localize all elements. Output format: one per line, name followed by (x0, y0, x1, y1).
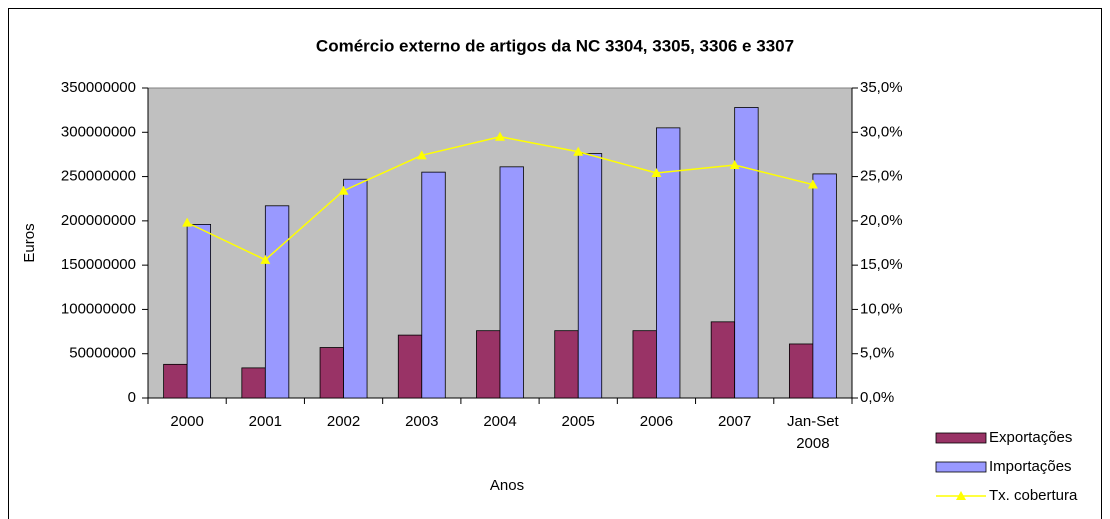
line-marker (651, 168, 662, 178)
y2-tick-label: 10,0% (860, 300, 903, 317)
bar (186, 223, 212, 399)
x-tick-label: Jan-Set 2008 (787, 413, 839, 452)
y-tick-label: 350000000 (61, 79, 136, 96)
bar (632, 330, 657, 399)
y-tick-label: 0 (128, 389, 136, 406)
y2-tick-label: 35,0% (860, 79, 903, 96)
y2-tick-label: 30,0% (860, 123, 903, 140)
bar (319, 347, 344, 399)
line-marker (416, 150, 427, 160)
y-tick-label: 300000000 (61, 123, 136, 140)
y-tick-label: 150000000 (61, 256, 136, 273)
bar (710, 321, 736, 399)
legend-swatch (935, 432, 987, 444)
bar (499, 166, 524, 399)
y2-tick-label: 15,0% (860, 256, 903, 273)
y-tick-label: 200000000 (61, 212, 136, 229)
legend-swatch (935, 461, 987, 473)
bar (788, 343, 814, 399)
x-axis-label: Anos (490, 477, 524, 494)
bar (163, 363, 188, 399)
x-tick-label: 2001 (248, 413, 283, 430)
line-marker (807, 179, 818, 189)
bar (264, 205, 290, 399)
legend-label: Tx. cobertura (989, 487, 1078, 504)
y2-tick-label: 0,0% (860, 389, 894, 406)
x-tick-label: 2004 (483, 413, 517, 430)
y2-tick-label: 25,0% (860, 168, 903, 185)
y-axis-label: Euros (21, 223, 38, 262)
bar (241, 367, 266, 399)
y-tick-label: 50000000 (69, 345, 136, 362)
x-tick-label: 2003 (405, 413, 439, 430)
legend-label: Exportações (989, 429, 1072, 446)
bar (577, 153, 603, 399)
legend-marker (956, 491, 966, 500)
y2-tick-label: 5,0% (860, 345, 894, 362)
bar (343, 178, 368, 399)
line-marker (729, 160, 740, 170)
x-tick-label: 2006 (639, 413, 674, 430)
x-tick-label: 2007 (717, 413, 752, 430)
x-tick-label: 2002 (326, 413, 361, 430)
line-marker (495, 131, 505, 141)
bar (397, 334, 423, 399)
y-tick-label: 100000000 (61, 300, 136, 317)
x-tick-label: 2000 (170, 413, 204, 430)
bar (554, 330, 579, 399)
legend-label: Importações (989, 458, 1072, 475)
y2-tick-label: 20,0% (860, 212, 903, 229)
bar (656, 127, 681, 399)
x-tick-label: 2005 (561, 413, 595, 430)
line-marker (182, 217, 193, 227)
y-tick-label: 250000000 (61, 168, 136, 185)
chart-title: Comércio externo de artigos da NC 3304, … (316, 36, 794, 55)
bar (734, 107, 759, 399)
bar (812, 173, 837, 399)
line-marker (338, 185, 349, 195)
bar (421, 171, 446, 399)
bar (476, 330, 501, 399)
line-marker (260, 254, 271, 264)
line-marker (573, 146, 584, 156)
